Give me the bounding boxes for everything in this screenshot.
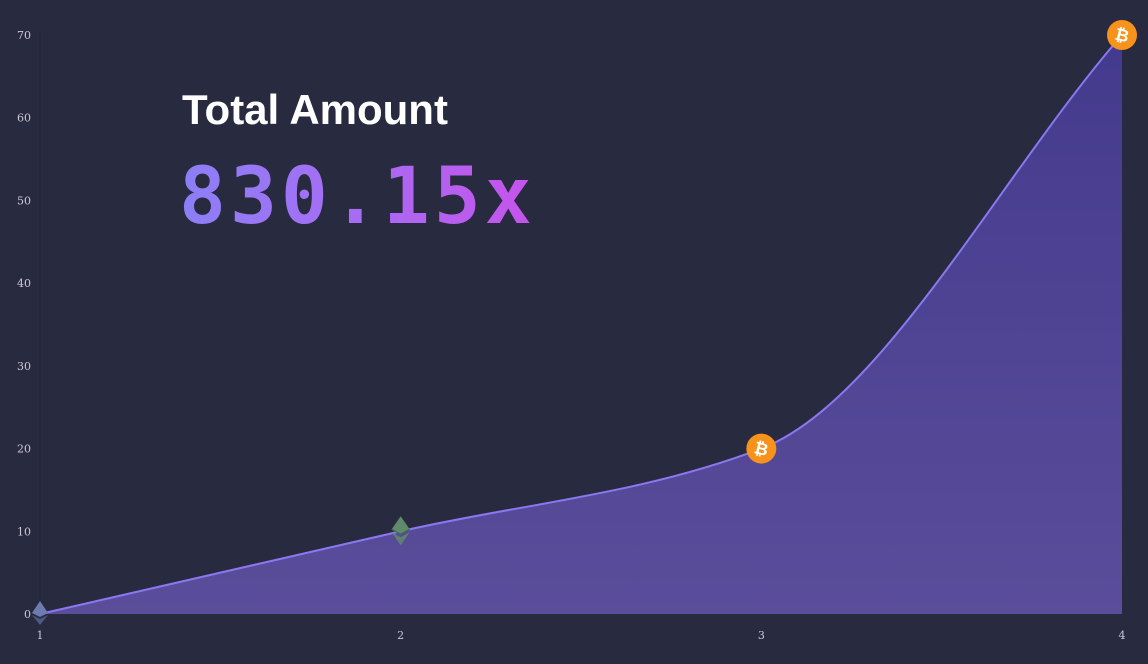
x-axis: 1 2 3 4: [37, 629, 1126, 642]
eth-bottom: [32, 615, 48, 625]
total-amount-value: 830.15x: [179, 152, 536, 242]
x-tick-label: 1: [37, 629, 44, 642]
y-tick-label: 10: [17, 525, 31, 538]
x-tick-label: 3: [758, 629, 765, 642]
eth-top: [391, 516, 410, 535]
y-tick-label: 50: [17, 194, 31, 207]
ethereum-classic-icon: [391, 516, 410, 546]
bitcoin-icon: ₿: [746, 433, 777, 464]
data-point-markers: ₿₿: [32, 20, 1137, 625]
y-tick-label: 0: [24, 608, 31, 621]
eth-band: [391, 528, 410, 535]
bitcoin-coin: [1107, 20, 1137, 50]
series-line: [39, 34, 1123, 615]
y-tick-label: 70: [17, 29, 31, 42]
y-tick-label: 60: [17, 112, 31, 125]
bitcoin-coin: [746, 433, 777, 464]
bitcoin-glyph: ₿: [752, 438, 770, 461]
eth-bottom: [391, 532, 410, 546]
series-area: [40, 35, 1122, 614]
total-amount-title: Total Amount: [182, 86, 448, 133]
y-tick-label: 40: [17, 277, 31, 290]
x-tick-label: 4: [1119, 629, 1126, 642]
eth-top: [32, 601, 48, 617]
bitcoin-icon: ₿: [1107, 20, 1137, 50]
y-axis: 0 10 20 30 40 50 60 70: [17, 29, 31, 621]
ethereum-icon: [32, 601, 48, 625]
y-tick-label: 20: [17, 443, 31, 456]
y-tick-label: 30: [17, 360, 31, 373]
bitcoin-glyph: ₿: [1113, 25, 1131, 48]
x-tick-label: 2: [397, 629, 404, 642]
